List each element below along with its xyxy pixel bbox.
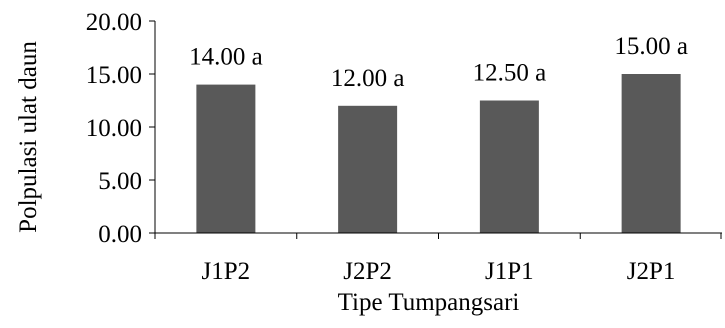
bar-j1p2 bbox=[196, 84, 256, 233]
bar-j2p2 bbox=[338, 105, 398, 233]
y-tick-label: 10.00 bbox=[86, 115, 142, 142]
bar-j1p1 bbox=[479, 100, 539, 233]
x-axis-title: Tipe Tumpangsari bbox=[338, 289, 520, 316]
y-tick-label: 15.00 bbox=[86, 62, 142, 89]
x-tick-label-j1p2: J1P2 bbox=[202, 258, 251, 285]
labels-layer: 14.00 a J1P2 12.00 a J2P2 12.50 a J1P1 15.00 a… bbox=[86, 9, 688, 285]
bar-j2p1 bbox=[621, 74, 681, 233]
y-tick-label: 5.00 bbox=[98, 168, 142, 195]
x-tick-label-j1p1: J1P1 bbox=[485, 258, 534, 285]
data-label-j2p2: 12.00 a bbox=[331, 65, 405, 92]
data-label-j1p2: 14.00 a bbox=[189, 44, 263, 71]
x-tick-label-j2p1: J2P1 bbox=[627, 258, 676, 285]
y-tick-label: 0.00 bbox=[98, 221, 142, 248]
data-label-j2p1: 15.00 a bbox=[614, 33, 688, 60]
x-tick-label-j2p2: J2P2 bbox=[343, 258, 392, 285]
bars-layer bbox=[196, 74, 681, 233]
data-label-j1p1: 12.50 a bbox=[473, 60, 547, 87]
axes-layer bbox=[149, 20, 722, 239]
y-tick-label: 20.00 bbox=[86, 9, 142, 36]
y-axis-title: Polpulasi ulat daun bbox=[15, 41, 42, 233]
